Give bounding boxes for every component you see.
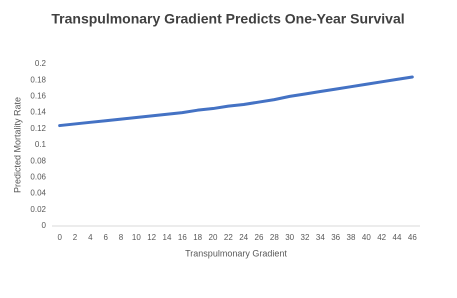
x-tick-label: 30 [285, 233, 294, 242]
x-tick-label: 44 [393, 233, 402, 242]
x-tick-label: 46 [408, 233, 417, 242]
x-tick-label: 22 [224, 233, 233, 242]
x-tick-label: 8 [119, 233, 124, 242]
y-tick-label: 0.2 [35, 59, 47, 68]
x-tick-label: 24 [239, 233, 248, 242]
x-tick-label: 40 [362, 233, 371, 242]
y-tick-label: 0.16 [30, 92, 46, 101]
x-tick-label: 2 [73, 233, 78, 242]
x-tick-label: 0 [57, 233, 62, 242]
y-tick-label: 0.12 [30, 124, 46, 133]
y-tick-label: 0.02 [30, 205, 46, 214]
x-tick-label: 38 [347, 233, 356, 242]
x-tick-label: 42 [377, 233, 386, 242]
x-tick-label: 10 [132, 233, 141, 242]
data-line [58, 75, 414, 128]
y-tick-label: 0 [42, 221, 47, 230]
x-tick-label: 34 [316, 233, 325, 242]
x-tick-label: 16 [178, 233, 187, 242]
x-tick-label: 20 [209, 233, 218, 242]
x-tick-label: 36 [331, 233, 340, 242]
x-tick-label: 12 [147, 233, 156, 242]
x-tick-label: 28 [270, 233, 279, 242]
chart-title: Transpulmonary Gradient Predicts One-Yea… [51, 11, 404, 27]
y-tick-label: 0.18 [30, 75, 46, 84]
x-tick-label: 4 [88, 233, 93, 242]
x-axis-title: Transpulmonary Gradient [185, 248, 287, 258]
x-tick-label: 6 [103, 233, 108, 242]
y-tick-label: 0.08 [30, 156, 46, 165]
x-tick-label: 32 [301, 233, 310, 242]
y-tick-label: 0.06 [30, 173, 46, 182]
x-tick-label: 26 [255, 233, 264, 242]
y-tick-label: 0.04 [30, 189, 46, 198]
x-tick-label: 18 [193, 233, 202, 242]
y-tick-label: 0.14 [30, 108, 46, 117]
y-tick-label: 0.1 [35, 140, 47, 149]
x-tick-label: 14 [163, 233, 172, 242]
y-axis-title: Predicted Mortality Rate [12, 97, 22, 193]
